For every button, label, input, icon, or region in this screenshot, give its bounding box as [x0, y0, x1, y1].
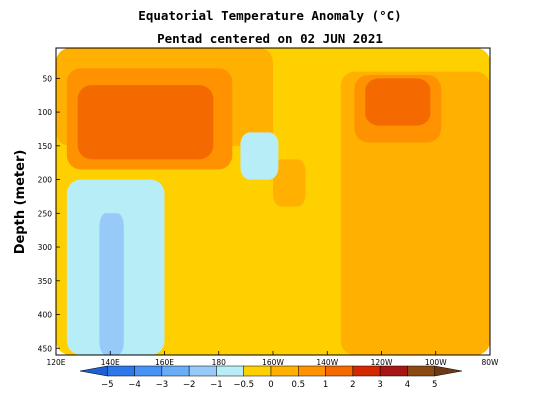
x-tick-label: 180 [212, 358, 227, 367]
colorbar-swatch [298, 365, 326, 377]
colorbar: −5 −4 −3 −2 −1 −0.5 0 0.5 1 2 3 4 5 [79, 365, 463, 390]
colorbar-swatch [188, 365, 217, 377]
colorbar-swatch [107, 365, 135, 377]
colorbar-swatch [216, 365, 244, 377]
x-axis-ticks: 120E 140E 160E 180 160W 140W 120W 100W 80W [46, 351, 499, 367]
colorbar-arrow-high [434, 365, 463, 377]
colorbar-swatch [161, 365, 190, 377]
colorbar-label: −5 [101, 380, 114, 390]
colorbar-label: 2 [350, 380, 355, 390]
anomaly-region-6 [77, 85, 214, 160]
colorbar-swatch [352, 365, 381, 377]
colorbar-swatch [325, 365, 354, 377]
y-tick-label: 100 [38, 108, 53, 117]
chart-subtitle: Pentad centered on 02 JUN 2021 [157, 31, 383, 46]
colorbar-label: 0.5 [292, 380, 306, 390]
plot-area [55, 47, 491, 356]
y-axis-label: Depth (meter) [13, 150, 28, 255]
x-tick-label: 160W [262, 358, 284, 367]
x-tick-label: 140E [101, 358, 120, 367]
colorbar-label: −1 [210, 380, 223, 390]
colorbar-label: 0 [268, 380, 273, 390]
x-tick-label: 100W [425, 358, 447, 367]
y-axis-ticks: 50 100 150 200 250 300 350 400 450 [38, 74, 60, 353]
x-tick-label: 80W [482, 358, 500, 367]
colorbar-label: 1 [323, 380, 328, 390]
y-tick-label: 150 [38, 142, 53, 151]
colorbar-swatch [243, 365, 272, 377]
x-tick-label: 140W [316, 358, 338, 367]
y-tick-label: 300 [38, 243, 53, 252]
colorbar-label: −0.5 [233, 380, 254, 390]
x-tick-label: 120E [46, 358, 65, 367]
y-tick-label: 450 [38, 344, 53, 353]
anomaly-region-7 [365, 78, 431, 126]
chart-title: Equatorial Temperature Anomaly (°C) [138, 8, 401, 23]
colorbar-label: −3 [156, 380, 169, 390]
colorbar-arrow-low [79, 365, 108, 377]
colorbar-label: −4 [128, 380, 141, 390]
anomaly-region-9 [240, 132, 279, 180]
anomaly-region-3 [273, 159, 306, 207]
y-tick-label: 350 [38, 277, 53, 286]
y-tick-label: 400 [38, 311, 53, 320]
y-tick-label: 250 [38, 209, 53, 218]
colorbar-label: 4 [405, 380, 410, 390]
colorbar-label: 5 [432, 380, 437, 390]
anomaly-region-10 [99, 213, 124, 355]
colorbar-label: 3 [377, 380, 382, 390]
colorbar-swatch [379, 365, 408, 377]
x-tick-label: 160E [155, 358, 174, 367]
y-tick-label: 50 [42, 74, 52, 83]
colorbar-swatch [407, 365, 435, 377]
x-tick-label: 120W [371, 358, 393, 367]
colorbar-swatch [270, 365, 299, 377]
y-tick-label: 200 [38, 176, 53, 185]
colorbar-label: −2 [183, 380, 196, 390]
colorbar-swatch [134, 365, 163, 377]
